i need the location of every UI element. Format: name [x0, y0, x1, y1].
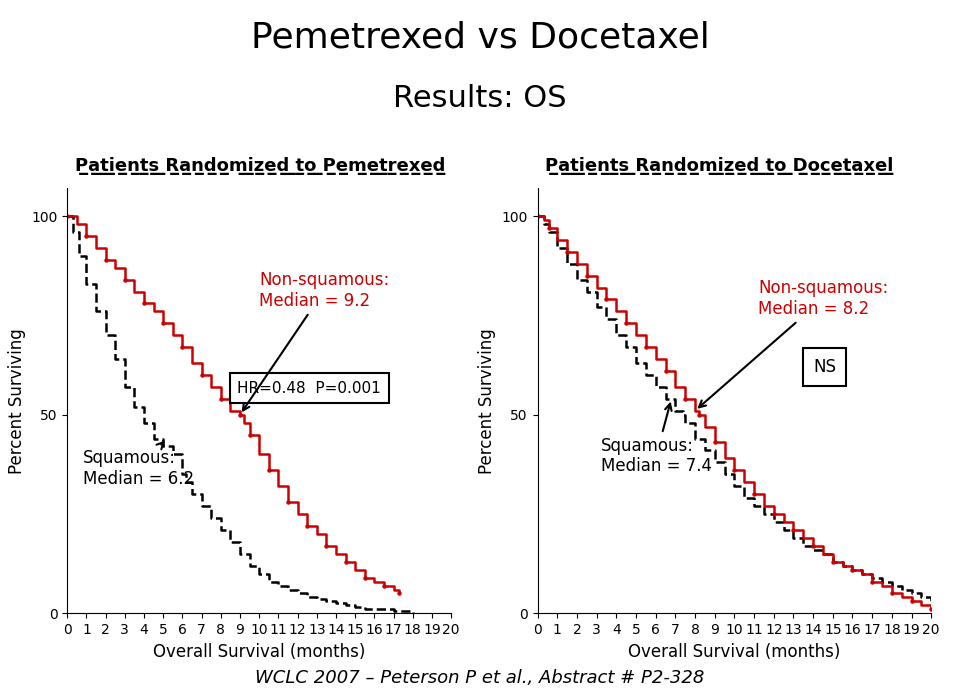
Text: Squamous:
Median = 6.2: Squamous: Median = 6.2: [83, 442, 194, 488]
Text: HR=0.48  P=0.001: HR=0.48 P=0.001: [237, 381, 381, 395]
X-axis label: Overall Survival (months): Overall Survival (months): [628, 643, 841, 661]
Y-axis label: Percent Surviving: Percent Surviving: [478, 328, 496, 474]
Text: NS: NS: [813, 358, 836, 376]
X-axis label: Overall Survival (months): Overall Survival (months): [153, 643, 366, 661]
Text: Non-squamous:
Median = 8.2: Non-squamous: Median = 8.2: [699, 279, 888, 407]
Text: Results: OS: Results: OS: [394, 84, 566, 113]
Text: Squamous:
Median = 7.4: Squamous: Median = 7.4: [601, 404, 711, 475]
Text: P̲a̲t̲i̲e̲n̲t̲s̲ ̲R̲a̲n̲d̲o̲m̲i̲z̲e̲d̲ ̲t̲o̲ ̲D̲o̲c̲e̲t̲a̲x̲e̲l̲: P̲a̲t̲i̲e̲n̲t̲s̲ ̲R̲a̲n̲d̲o̲m̲i̲z̲e̲d̲ ̲…: [545, 158, 894, 176]
Text: WCLC 2007 – Peterson P et al., Abstract # P2-328: WCLC 2007 – Peterson P et al., Abstract …: [255, 668, 705, 687]
Y-axis label: Percent Surviving: Percent Surviving: [8, 328, 26, 474]
Text: Pemetrexed vs Docetaxel: Pemetrexed vs Docetaxel: [251, 21, 709, 55]
Text: Non-squamous:
Median = 9.2: Non-squamous: Median = 9.2: [243, 271, 390, 411]
Text: P̲a̲t̲i̲e̲n̲t̲s̲ ̲R̲a̲n̲d̲o̲m̲i̲z̲e̲d̲ ̲t̲o̲ ̲P̲e̲m̲e̲t̲r̲e̲x̲e̲d̲: P̲a̲t̲i̲e̲n̲t̲s̲ ̲R̲a̲n̲d̲o̲m̲i̲z̲e̲d̲ ̲…: [75, 158, 445, 176]
